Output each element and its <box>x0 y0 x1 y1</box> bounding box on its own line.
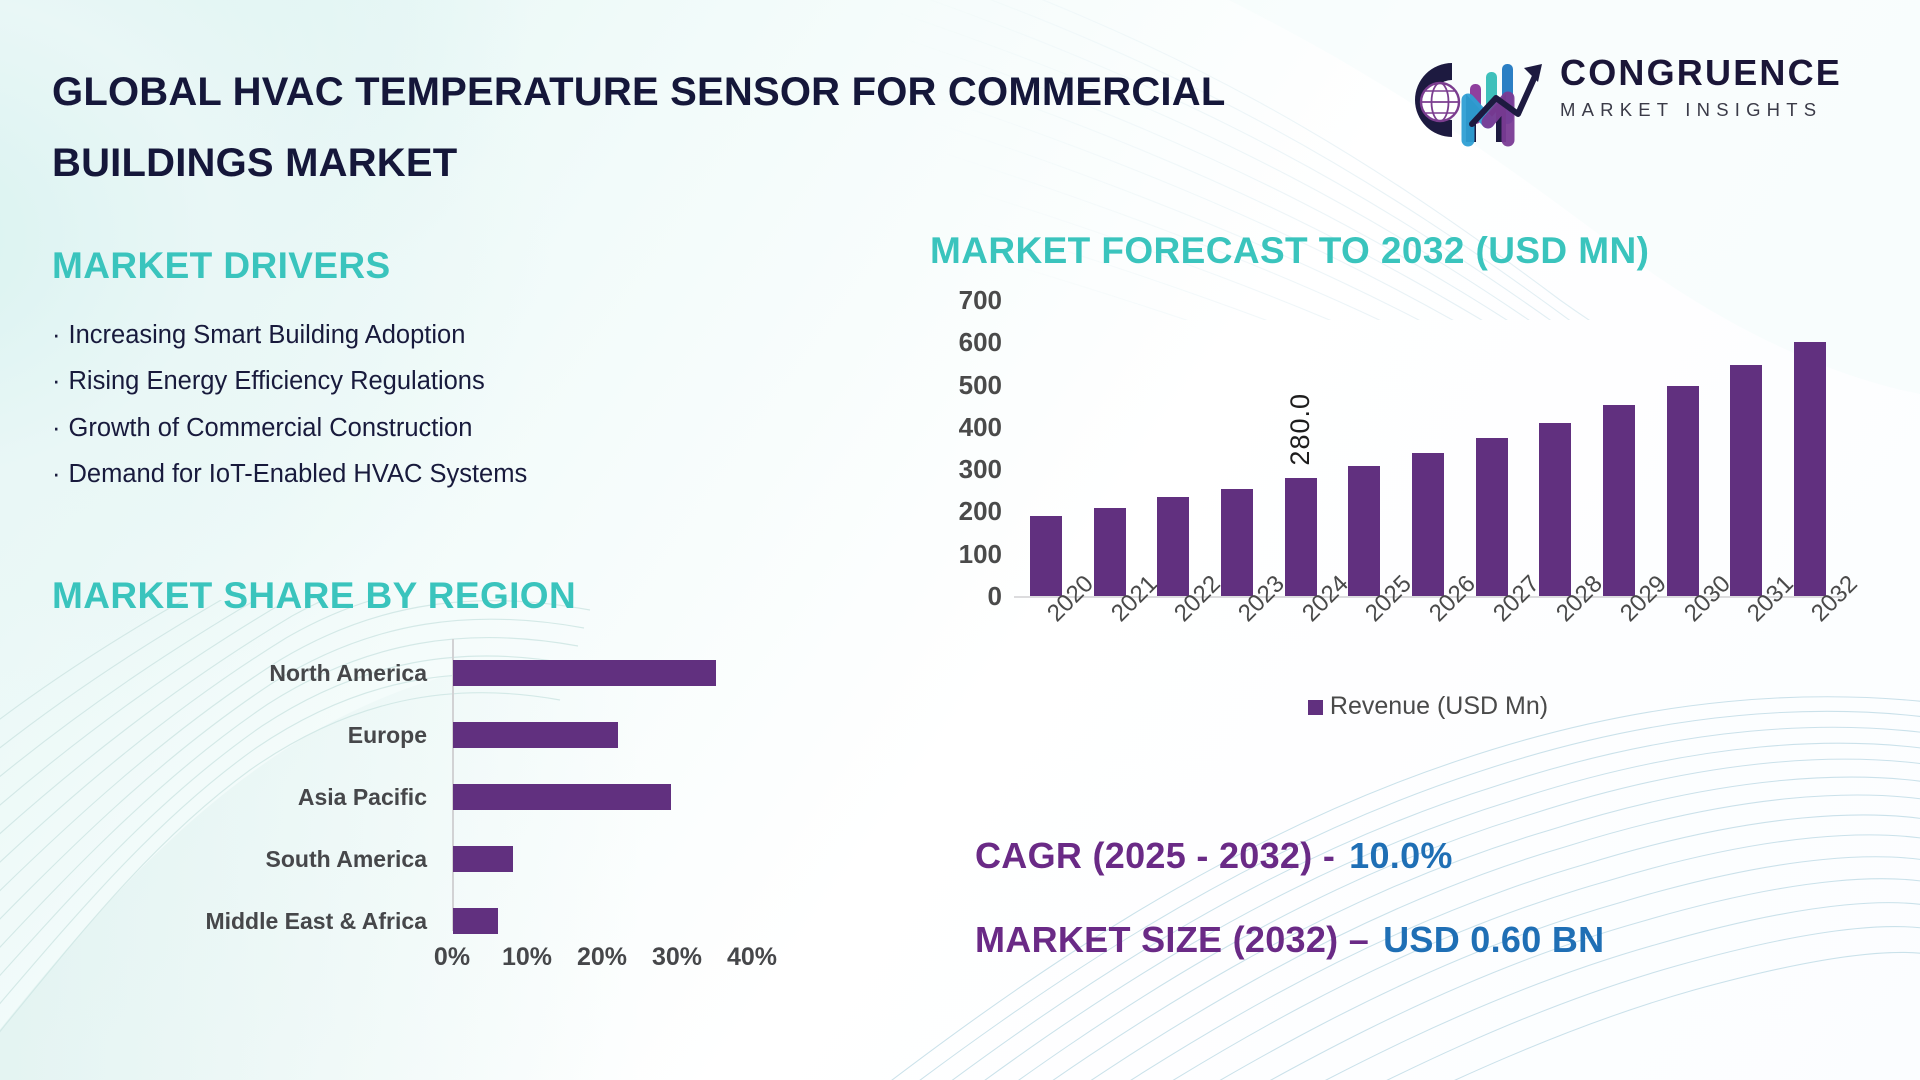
market-drivers-list: · Increasing Smart Building Adoption · Risi… <box>52 312 852 498</box>
forecast-bar <box>1475 438 1508 596</box>
forecast-y-tick: 400 <box>958 411 1002 442</box>
kpi-section: CAGR (2025 - 2032) - 10.0% MARKET SIZE (2… <box>975 838 1905 958</box>
bullet-icon: · <box>52 367 61 395</box>
forecast-bar <box>1157 497 1190 596</box>
legend-swatch-icon <box>1307 700 1323 715</box>
market-driver-label: Increasing Smart Building Adoption <box>68 320 466 349</box>
forecast-y-tick: 600 <box>958 327 1002 358</box>
region-bar-label: Asia Pacific <box>297 784 427 810</box>
market-drivers-heading: MARKET DRIVERS <box>52 245 391 286</box>
cagr-label: CAGR (2025 - 2032) - <box>975 835 1336 876</box>
column-chart-x-tick-labels: 2020 2021 2022 2023 2024 2025 2026 2027 2028 2029… <box>1014 570 1863 682</box>
market-share-section: MARKET SHARE BY REGION North America Euro… <box>52 575 872 971</box>
cagr-value: 10.0% <box>1349 835 1453 876</box>
column-chart-plot-area: 280.0 <box>1014 300 1842 596</box>
cmi-globe-growth-logo-icon <box>1400 50 1550 150</box>
forecast-bar <box>1284 477 1317 596</box>
region-bar-label: Europe <box>347 722 427 748</box>
forecast-bar <box>1412 452 1444 596</box>
market-driver-item: · Rising Energy Efficiency Regulations <box>52 359 852 406</box>
forecast-bar <box>1029 515 1062 596</box>
market-share-bar-chart: North America Europe Asia Pacific South Ame… <box>52 639 872 983</box>
market-driver-label: Growth of Commercial Construction <box>68 413 473 442</box>
market-driver-item: · Demand for IoT-Enabled HVAC Systems <box>52 452 852 499</box>
region-bar <box>453 784 671 810</box>
forecast-y-tick: 700 <box>958 285 1002 315</box>
forecast-y-tick: 200 <box>958 496 1002 527</box>
forecast-bar <box>1539 422 1572 596</box>
legend-label: Revenue (USD Mn) <box>1329 692 1549 720</box>
forecast-y-tick: 300 <box>958 454 1002 485</box>
forecast-bar <box>1093 507 1126 596</box>
region-x-tick: 0% <box>433 943 471 971</box>
market-forecast-column-chart: 0 100 200 300 400 500 600 700 280.0 2020 2021 202… <box>930 287 1890 720</box>
region-bar-row: Europe <box>52 721 872 749</box>
horizontal-chart-axis-line <box>452 639 454 931</box>
market-driver-item: · Growth of Commercial Construction <box>52 405 852 452</box>
region-bar-row: North America <box>52 659 872 687</box>
column-chart-legend: Revenue (USD Mn) <box>1014 692 1842 721</box>
bullet-icon: · <box>52 320 61 349</box>
logo-text: CONGRUENCE MARKET INSIGHTS <box>1560 54 1842 121</box>
horizontal-chart-x-tick-labels: 0% 10% 20% 30% 40% <box>424 943 844 983</box>
market-size-value: USD 0.60 BN <box>1383 919 1605 960</box>
forecast-bar <box>1220 488 1253 596</box>
market-driver-label: Demand for IoT-Enabled HVAC Systems <box>68 460 528 488</box>
region-bar <box>453 846 513 872</box>
header: GLOBAL HVAC TEMPERATURE SENSOR FOR COMME… <box>0 0 1920 215</box>
region-bar <box>453 660 716 686</box>
market-forecast-heading: MARKET FORECAST TO 2032 (USD MN) <box>930 230 1650 271</box>
region-bar-label: North America <box>269 660 427 686</box>
market-forecast-section: MARKET FORECAST TO 2032 (USD MN) 0 100 200… <box>930 230 1890 720</box>
column-chart-y-tick-labels: 0 100 200 300 400 500 600 700 <box>930 287 1002 609</box>
region-bar-row: Asia Pacific <box>52 783 872 811</box>
cagr-line: CAGR (2025 - 2032) - 10.0% <box>975 838 1905 874</box>
region-x-tick: 10% <box>501 943 553 971</box>
market-share-heading: MARKET SHARE BY REGION <box>52 575 577 616</box>
forecast-y-tick: 0 <box>987 581 1002 611</box>
region-bar-label: Middle East & Africa <box>205 908 427 934</box>
forecast-data-label: 280.0 <box>1284 393 1315 466</box>
region-bar-row: South America <box>52 845 872 873</box>
brand-logo: CONGRUENCE MARKET INSIGHTS <box>1400 48 1880 153</box>
region-x-tick: 30% <box>651 943 703 971</box>
page-title: GLOBAL HVAC TEMPERATURE SENSOR FOR COMME… <box>52 70 1225 186</box>
region-bar-label: South America <box>265 846 427 872</box>
region-x-tick: 20% <box>576 943 628 971</box>
region-bar <box>453 722 618 748</box>
region-bar <box>453 908 498 934</box>
column-chart-baseline <box>1014 596 1842 598</box>
forecast-bar <box>1348 465 1381 596</box>
forecast-bar <box>1730 365 1763 596</box>
bullet-icon: · <box>52 413 61 442</box>
region-bar-row: Middle East & Africa <box>52 907 872 935</box>
forecast-bar <box>1794 342 1827 596</box>
forecast-bar <box>1666 386 1699 596</box>
forecast-bar <box>1603 405 1636 596</box>
market-driver-item: · Increasing Smart Building Adoption <box>52 312 852 359</box>
market-drivers-section: MARKET DRIVERS · Increasing Smart Buildin… <box>52 245 852 498</box>
region-x-tick: 40% <box>726 943 778 971</box>
forecast-y-tick: 500 <box>958 369 1002 400</box>
market-driver-label: Rising Energy Efficiency Regulations <box>68 367 485 395</box>
logo-tagline: MARKET INSIGHTS <box>1560 98 1823 120</box>
market-size-label: MARKET SIZE (2032) – <box>975 919 1370 960</box>
forecast-y-tick: 100 <box>958 538 1002 569</box>
logo-company-name: CONGRUENCE <box>1560 52 1843 93</box>
bullet-icon: · <box>52 460 61 488</box>
market-size-line: MARKET SIZE (2032) – USD 0.60 BN <box>975 922 1905 958</box>
